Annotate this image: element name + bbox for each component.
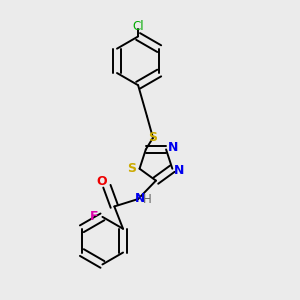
Text: F: F (90, 210, 98, 223)
Text: N: N (174, 164, 184, 177)
Text: N: N (134, 192, 145, 205)
Text: S: S (128, 162, 136, 175)
Text: Cl: Cl (132, 20, 144, 33)
Text: N: N (167, 141, 178, 154)
Text: H: H (143, 194, 152, 206)
Text: O: O (96, 175, 107, 188)
Text: S: S (148, 131, 158, 144)
